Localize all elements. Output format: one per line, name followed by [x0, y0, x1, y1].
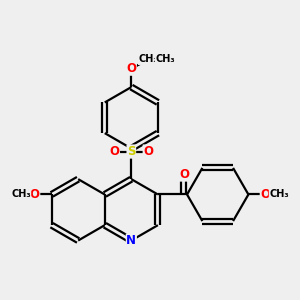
Text: O: O [260, 188, 270, 201]
Text: CH₃: CH₃ [155, 55, 175, 64]
Text: CH₃: CH₃ [269, 190, 289, 200]
Text: O: O [110, 145, 119, 158]
Text: S: S [127, 145, 136, 158]
Text: O: O [143, 145, 153, 158]
Text: O: O [126, 62, 136, 75]
Text: CH₂: CH₂ [138, 55, 158, 64]
Text: O: O [179, 168, 189, 181]
Text: N: N [126, 234, 136, 247]
Text: O: O [30, 188, 40, 201]
Text: CH₃: CH₃ [11, 190, 31, 200]
